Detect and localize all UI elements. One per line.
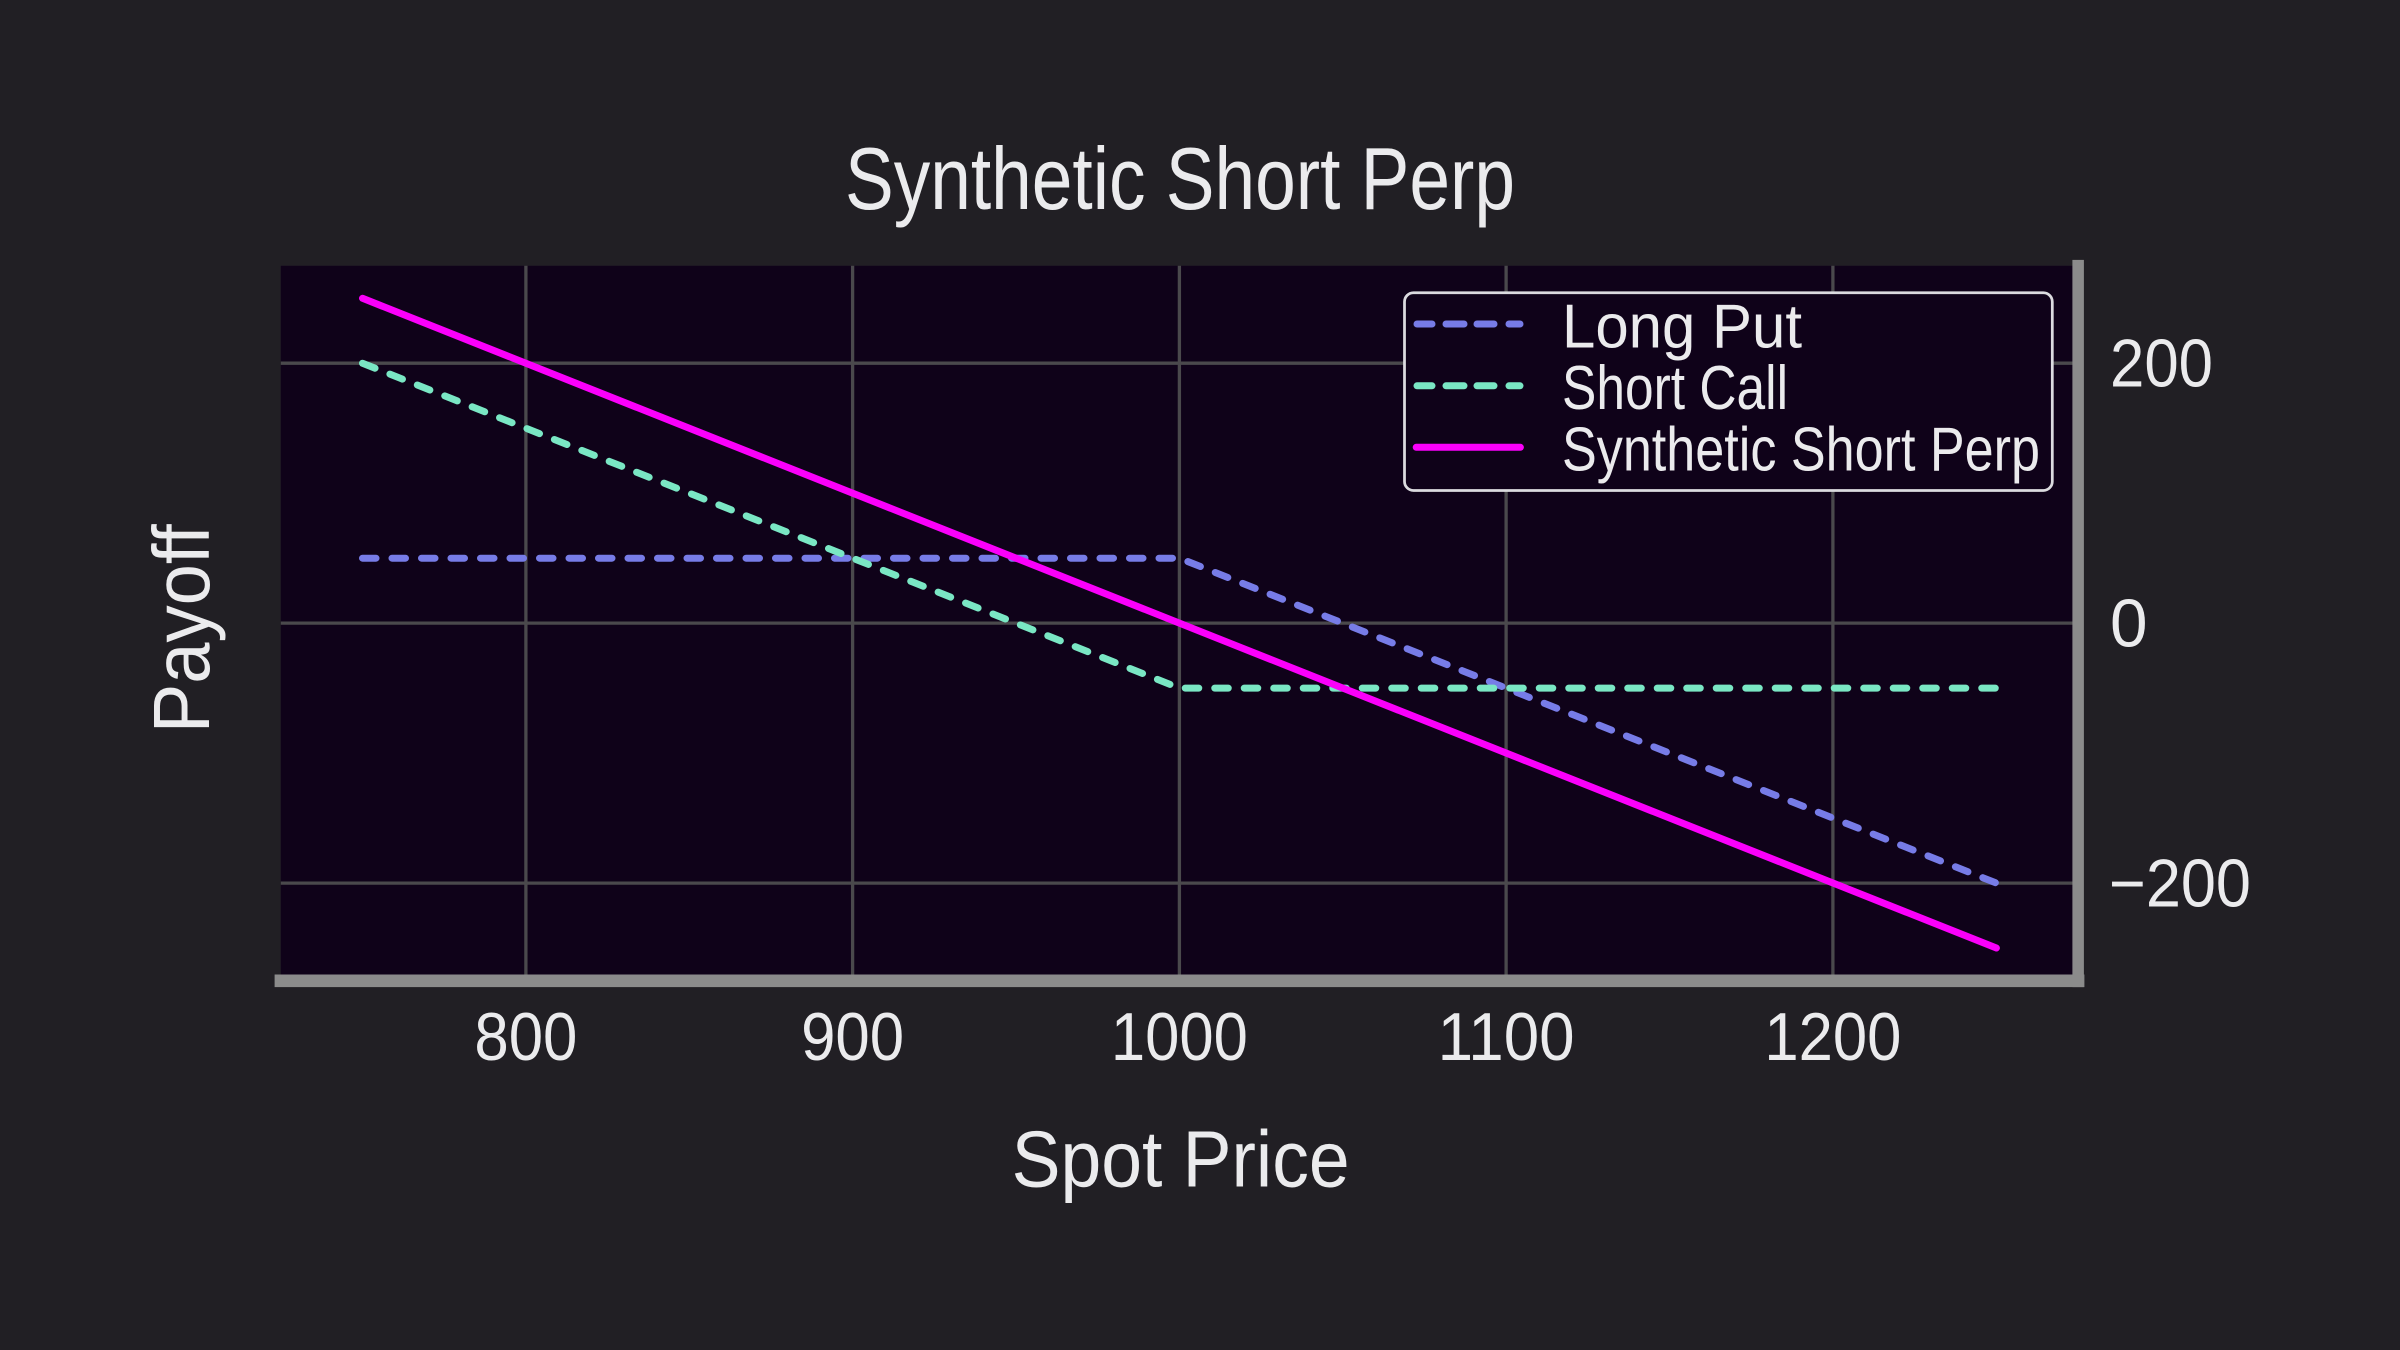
svg-text:−200: −200 bbox=[2109, 846, 2251, 921]
svg-text:1100: 1100 bbox=[1438, 1000, 1575, 1075]
svg-text:900: 900 bbox=[801, 1000, 904, 1075]
svg-text:800: 800 bbox=[474, 1000, 577, 1075]
svg-text:Long Put: Long Put bbox=[1562, 292, 1802, 361]
svg-text:Synthetic Short Perp: Synthetic Short Perp bbox=[1562, 416, 2040, 485]
svg-text:1200: 1200 bbox=[1764, 1000, 1901, 1075]
svg-text:0: 0 bbox=[2110, 586, 2148, 661]
svg-text:1000: 1000 bbox=[1111, 1000, 1248, 1075]
svg-text:Short Call: Short Call bbox=[1562, 354, 1788, 423]
svg-text:200: 200 bbox=[2110, 326, 2213, 401]
svg-text:Spot Price: Spot Price bbox=[1012, 1115, 1350, 1204]
svg-text:Synthetic Short Perp: Synthetic Short Perp bbox=[845, 129, 1515, 228]
svg-text:Payoff: Payoff bbox=[137, 523, 226, 733]
